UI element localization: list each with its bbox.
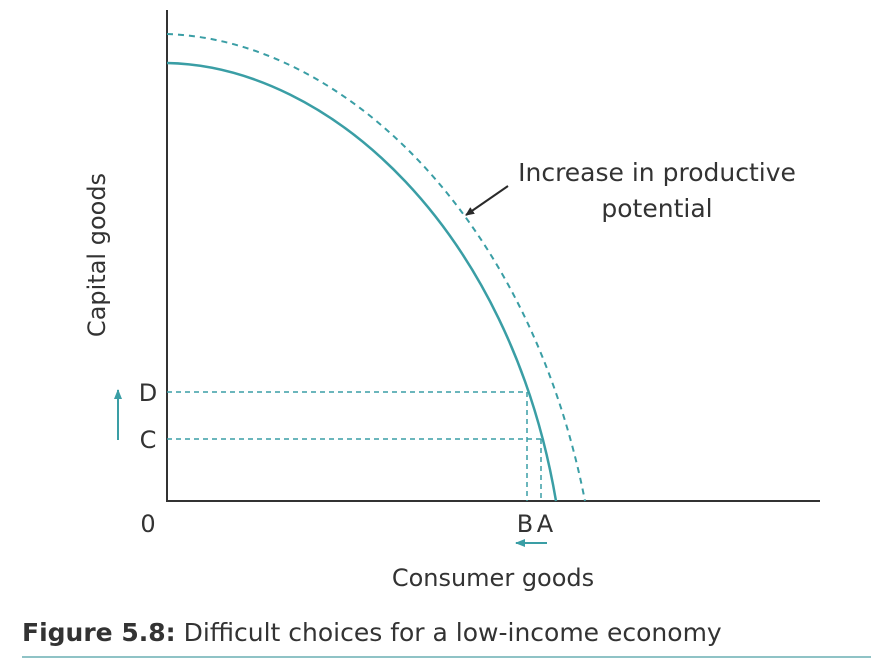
point-label: D [139, 379, 157, 407]
origin-label: 0 [140, 510, 155, 538]
caption-text: Difficult choices for a low-income econo… [184, 618, 722, 647]
annotation: potential [601, 194, 712, 223]
point-label: B [517, 510, 533, 538]
frontier [166, 61, 558, 502]
annotation-arrow [465, 185, 509, 216]
annotation: Increase in productive [518, 158, 796, 187]
y-axis-label: Capital goods [83, 173, 111, 337]
caption-number: Figure 5.8: [22, 618, 176, 647]
caption: Figure 5.8: Difficult choices for a low-i… [22, 618, 722, 647]
point-label: C [140, 426, 157, 454]
point-label: A [537, 510, 554, 538]
shifted-frontier [166, 33, 586, 502]
x-axis-label: Consumer goods [392, 564, 594, 592]
